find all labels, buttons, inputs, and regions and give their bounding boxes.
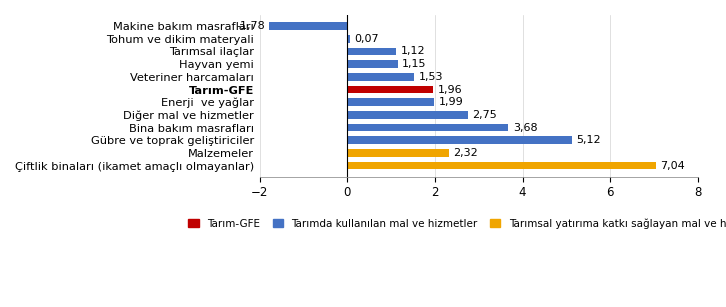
Text: 1,53: 1,53 <box>419 72 443 82</box>
Bar <box>269 22 347 30</box>
Text: 1,15: 1,15 <box>402 59 427 69</box>
Bar <box>347 73 415 81</box>
Bar <box>347 111 468 119</box>
Text: 7,04: 7,04 <box>660 161 685 170</box>
Text: 1,12: 1,12 <box>401 46 425 56</box>
Bar <box>347 86 433 93</box>
Text: 5,12: 5,12 <box>576 135 600 145</box>
Legend: Tarım-GFE, Tarımda kullanılan mal ve hizmetler, Tarımsal yatırıma katkı sağlayan: Tarım-GFE, Tarımda kullanılan mal ve hiz… <box>184 214 726 233</box>
Bar <box>347 124 508 131</box>
Bar <box>347 60 398 68</box>
Text: 3,68: 3,68 <box>513 122 537 133</box>
Text: 0,07: 0,07 <box>355 34 380 44</box>
Bar <box>347 48 396 55</box>
Text: 1,96: 1,96 <box>438 84 462 95</box>
Text: 2,75: 2,75 <box>472 110 497 120</box>
Text: 1,99: 1,99 <box>439 97 464 107</box>
Bar <box>347 149 449 157</box>
Bar <box>347 162 656 169</box>
Bar <box>347 35 351 43</box>
Text: -1,78: -1,78 <box>236 21 265 31</box>
Bar <box>347 98 434 106</box>
Text: 2,32: 2,32 <box>453 148 478 158</box>
Bar <box>347 136 571 144</box>
